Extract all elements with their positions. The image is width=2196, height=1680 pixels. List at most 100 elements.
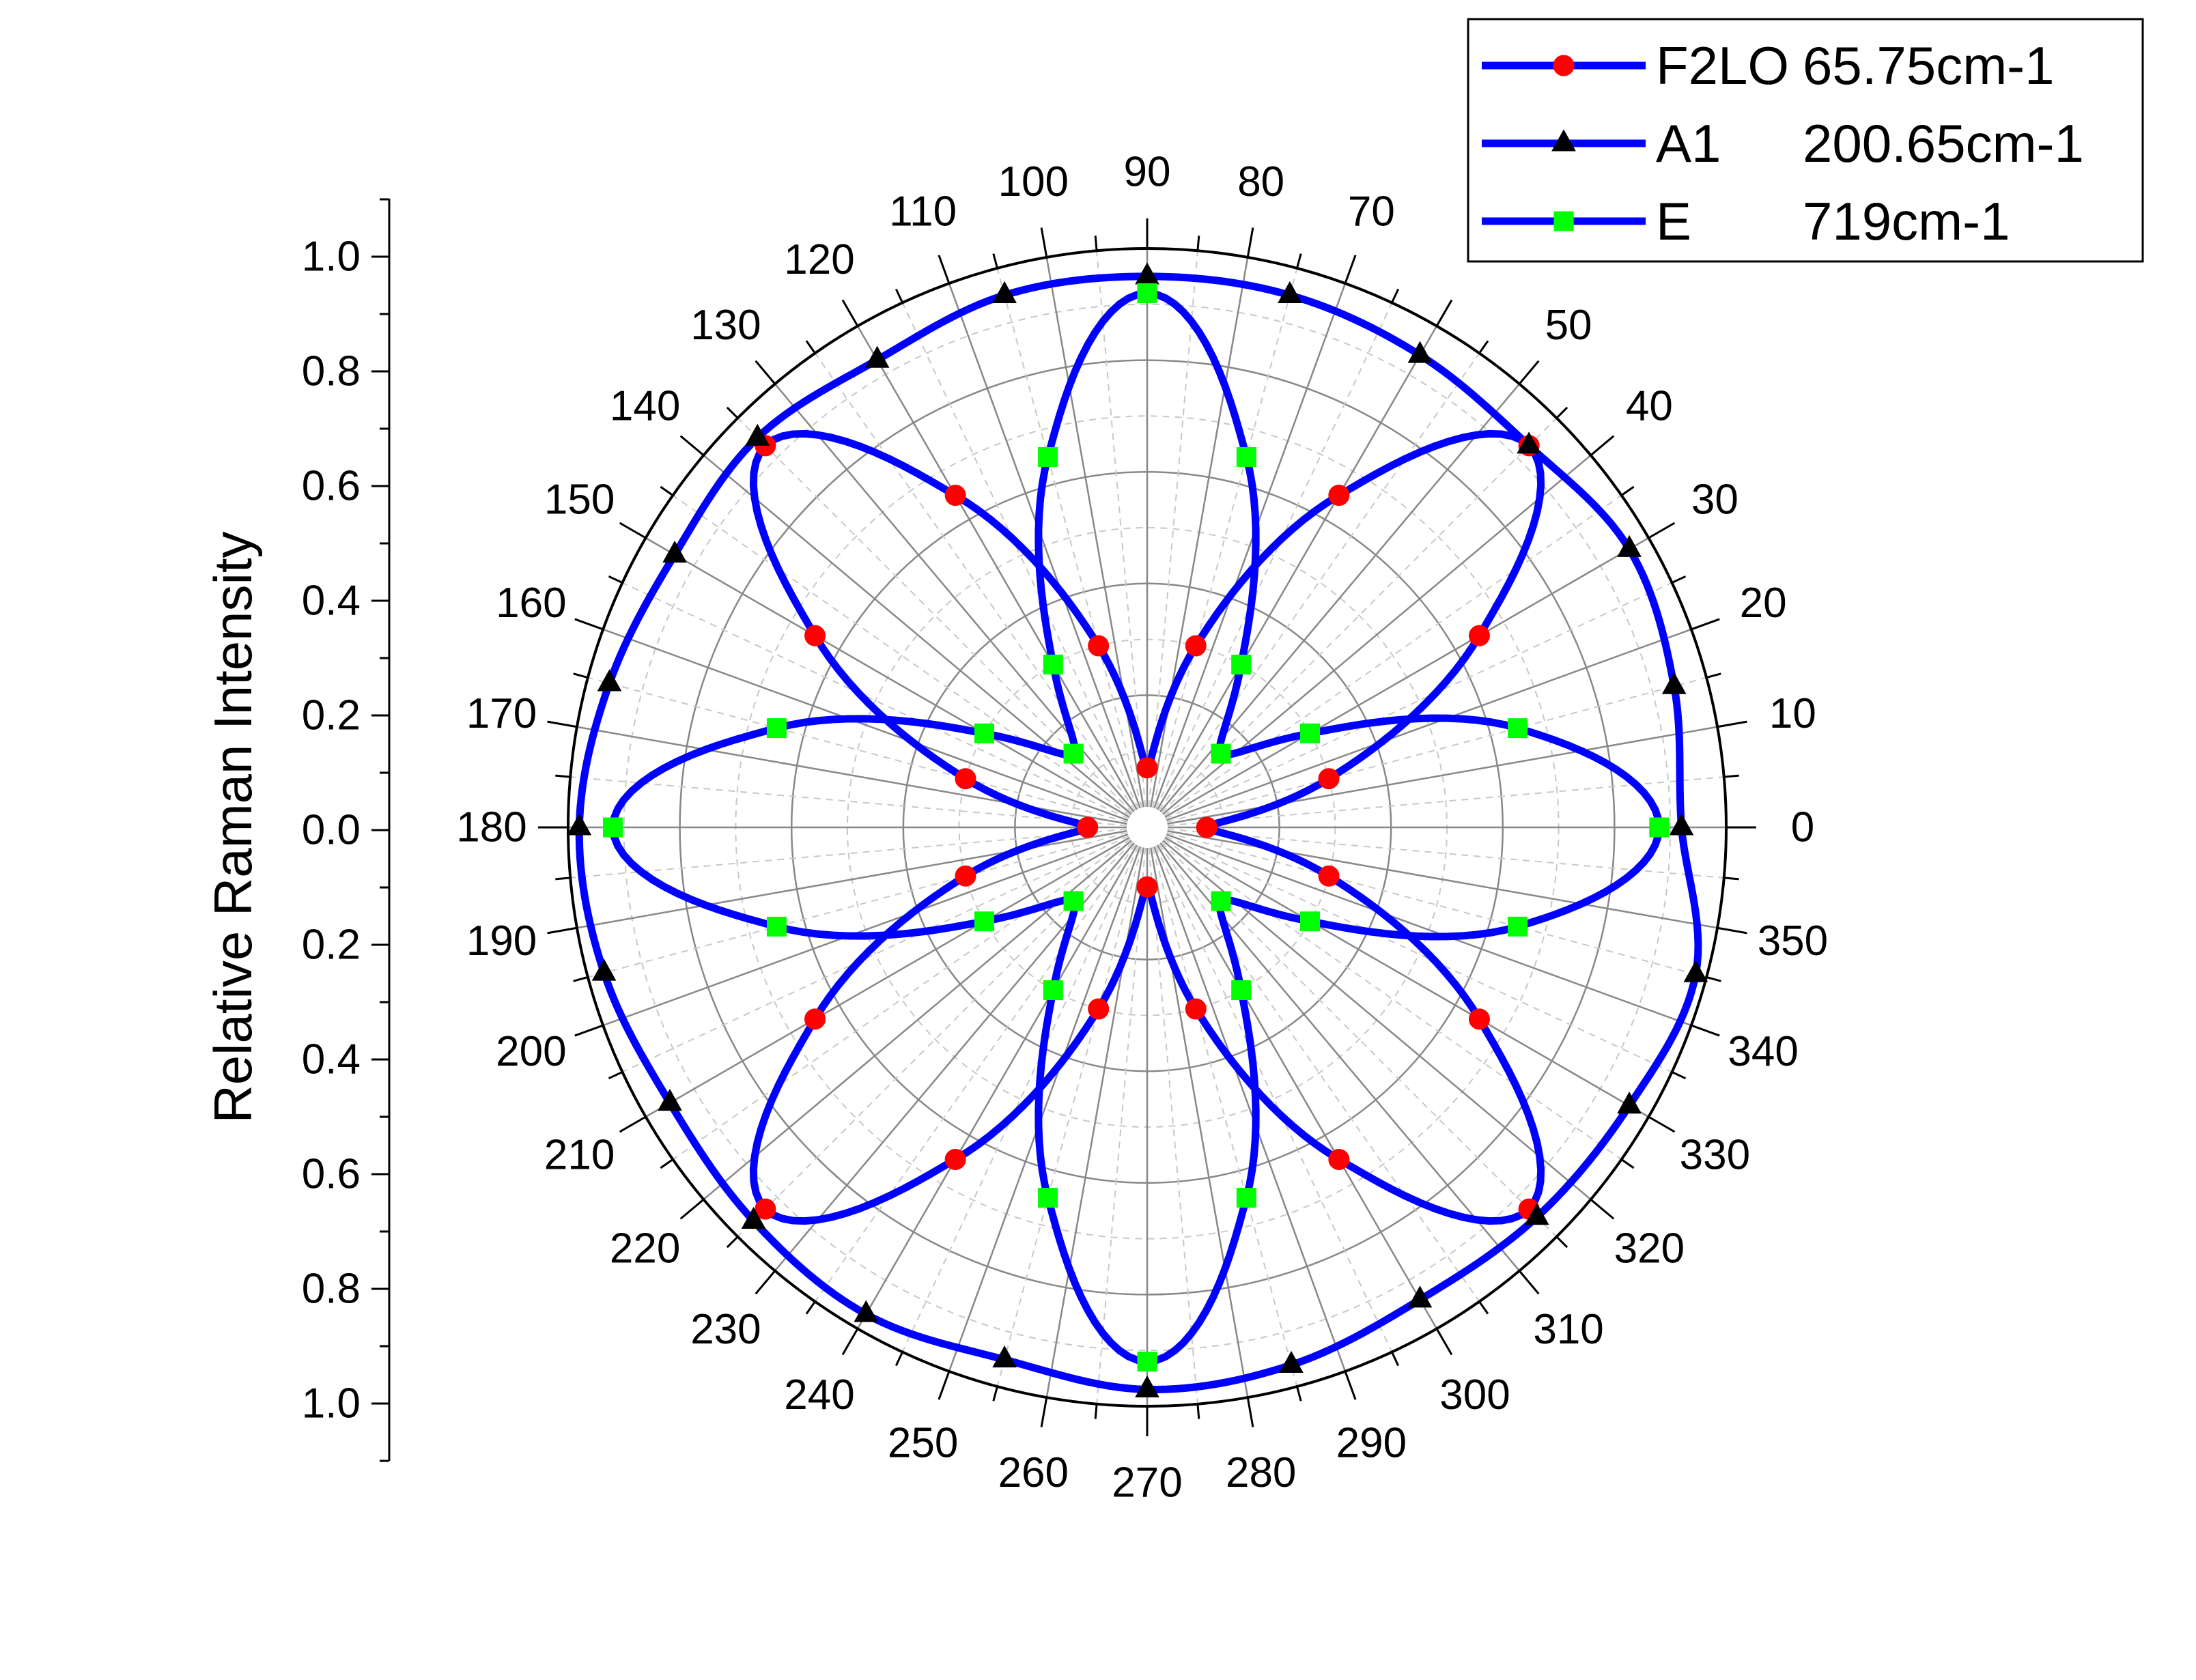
angle-tick (1620, 1158, 1635, 1169)
data-point (804, 625, 826, 646)
angle-tick-label: 150 (544, 476, 615, 524)
data-point (597, 669, 622, 692)
data-point (1683, 960, 1708, 982)
angle-tick (1648, 522, 1676, 539)
data-point (1196, 816, 1217, 838)
data-point (1063, 743, 1084, 764)
angle-tick-label: 10 (1769, 690, 1816, 737)
angle-tick (1246, 227, 1254, 258)
data-point (974, 723, 994, 743)
data-point (766, 916, 787, 937)
angle-tick (1391, 1351, 1400, 1367)
angle-tick-label: 40 (1626, 382, 1673, 429)
data-point (1038, 446, 1058, 467)
angular-gridline (1153, 846, 1347, 1372)
angle-tick (1435, 299, 1453, 327)
angle-tick (841, 299, 859, 327)
angle-tick (1478, 340, 1489, 354)
angle-tick-label: 70 (1348, 188, 1395, 235)
angular-gridline (645, 836, 1130, 1118)
data-point (1211, 743, 1231, 764)
data-point (854, 1300, 879, 1322)
data-point (992, 281, 1017, 303)
angle-tick-label: 160 (496, 580, 566, 627)
angular-gridline (948, 846, 1141, 1372)
data-point (1517, 431, 1541, 454)
data-point (741, 1206, 766, 1229)
radial-tick-label: 0.4 (302, 578, 361, 625)
angle-tick (660, 485, 674, 496)
angle-tick (1691, 1024, 1720, 1037)
data-series (567, 262, 1708, 1398)
angle-tick (574, 618, 604, 631)
data-point (804, 1008, 826, 1030)
angle-tick (1717, 720, 1747, 728)
data-point (1185, 635, 1207, 657)
angle-tick-label: 300 (1439, 1371, 1510, 1419)
angle-tick (1246, 1397, 1254, 1427)
angle-tick (726, 1236, 739, 1249)
angle-tick (1691, 618, 1720, 631)
angular-gridline (602, 834, 1129, 1027)
angle-tick (755, 1270, 776, 1295)
radial-tick-label: 0.8 (302, 348, 361, 395)
angle-tick (895, 288, 903, 304)
angle-tick-label: 250 (888, 1420, 958, 1467)
data-point (1231, 980, 1252, 1001)
data-point (1318, 865, 1340, 887)
angle-tick (679, 1198, 705, 1220)
data-point (944, 485, 966, 507)
angle-tick (1518, 360, 1540, 385)
angular-gridline (1156, 325, 1438, 810)
angle-tick (1590, 435, 1615, 457)
angular-gridline (1156, 844, 1438, 1330)
angular-gridline (1153, 283, 1347, 809)
data-point (1328, 1148, 1350, 1170)
angle-tick (841, 1328, 859, 1356)
angular-gridline (1166, 628, 1692, 821)
legend: F2LO 65.75cm-1 A1 200.65cm-1 E 719cm-1 (1467, 18, 2144, 263)
data-point (1136, 876, 1158, 898)
angle-tick-label: 140 (610, 382, 680, 429)
angle-tick (1094, 1404, 1098, 1419)
radial-tick-label: 1.0 (302, 233, 361, 281)
angular-gridline (602, 628, 1129, 821)
angle-tick (1706, 976, 1721, 982)
data-point (1137, 283, 1157, 303)
legend-marker (1551, 129, 1576, 152)
legend-label: F2LO (1656, 35, 1789, 96)
legend-value: 200.65cm-1 (1803, 113, 2084, 173)
angular-gridline (1164, 537, 1650, 818)
angle-tick-label: 130 (690, 302, 761, 349)
center-hole (1127, 807, 1168, 848)
data-point (1649, 817, 1670, 838)
angle-tick (547, 926, 578, 935)
data-point (1236, 446, 1256, 467)
radial-tick-label: 0.6 (302, 463, 361, 510)
angle-tick-label: 270 (1112, 1460, 1182, 1507)
angle-tick-label: 240 (784, 1371, 854, 1419)
data-point (1468, 625, 1490, 646)
data-point (1524, 1203, 1549, 1225)
angle-tick (1344, 255, 1357, 284)
angle-tick (805, 1300, 816, 1315)
angle-tick (805, 340, 816, 354)
angle-tick (938, 1371, 951, 1400)
data-point (766, 718, 787, 739)
angle-tick (1391, 288, 1400, 304)
markers-A1 (567, 262, 1708, 1398)
angle-tick-label: 350 (1758, 917, 1828, 965)
angle-tick (1196, 236, 1200, 251)
data-point (567, 813, 592, 836)
angle-tick-label: 30 (1691, 476, 1738, 524)
angle-tick-label: 190 (466, 917, 537, 965)
radial-tick-label: 0.2 (302, 922, 361, 969)
data-point (662, 540, 687, 563)
angle-tick-label: 80 (1237, 158, 1284, 205)
radial-tick-label: 0.0 (302, 807, 361, 854)
angle-tick (1040, 1397, 1048, 1427)
data-point (1063, 891, 1084, 911)
angle-tick-label: 90 (1124, 149, 1171, 196)
radial-tick-label: 0.8 (302, 1266, 361, 1313)
